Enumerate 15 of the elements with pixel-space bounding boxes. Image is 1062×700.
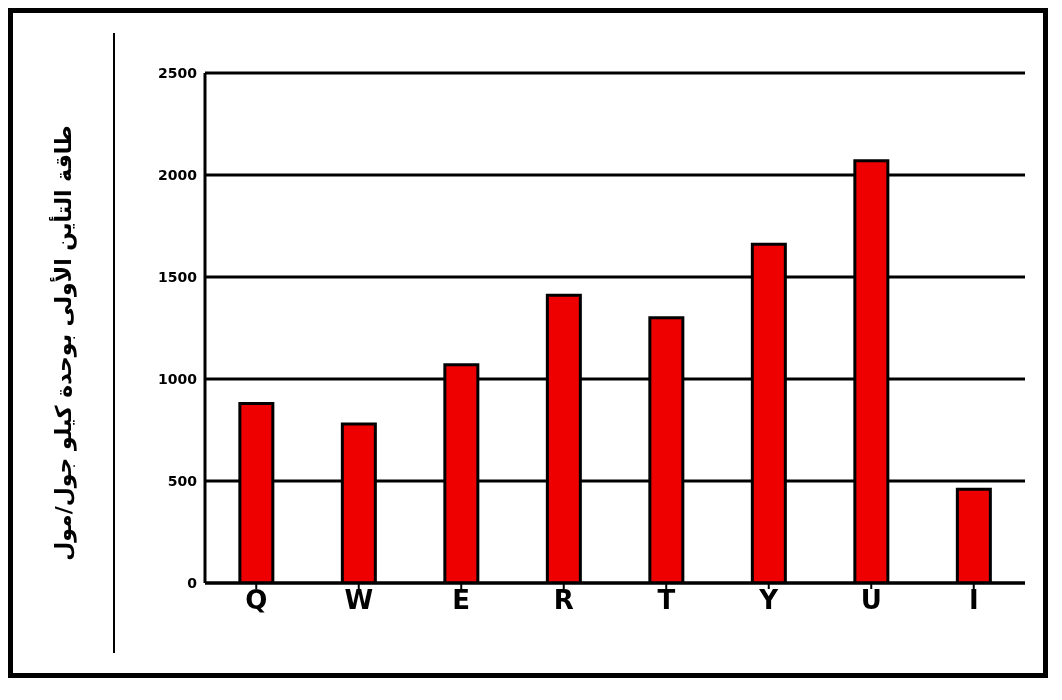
y-tick-label: 1000 <box>158 370 198 387</box>
x-tick-label: I <box>968 585 979 616</box>
y-tick-label: 1500 <box>158 268 198 285</box>
x-tick-label: T <box>657 585 676 616</box>
x-tick-label: R <box>553 585 574 616</box>
x-tick-label: E <box>452 585 471 616</box>
y-tick-label: 2000 <box>158 166 198 183</box>
x-tick-label: U <box>860 585 882 616</box>
y-tick-label: 2500 <box>158 64 198 81</box>
y-tick-label: 0 <box>187 574 198 591</box>
y-tick-label: 500 <box>167 472 198 489</box>
x-tick-label: W <box>344 585 374 616</box>
x-tick-label: Y <box>758 585 780 616</box>
y-axis-title: طاقة التأين الأولى بوحدة كيلو جول/مول <box>48 125 77 561</box>
x-tick-label: Q <box>245 585 268 616</box>
